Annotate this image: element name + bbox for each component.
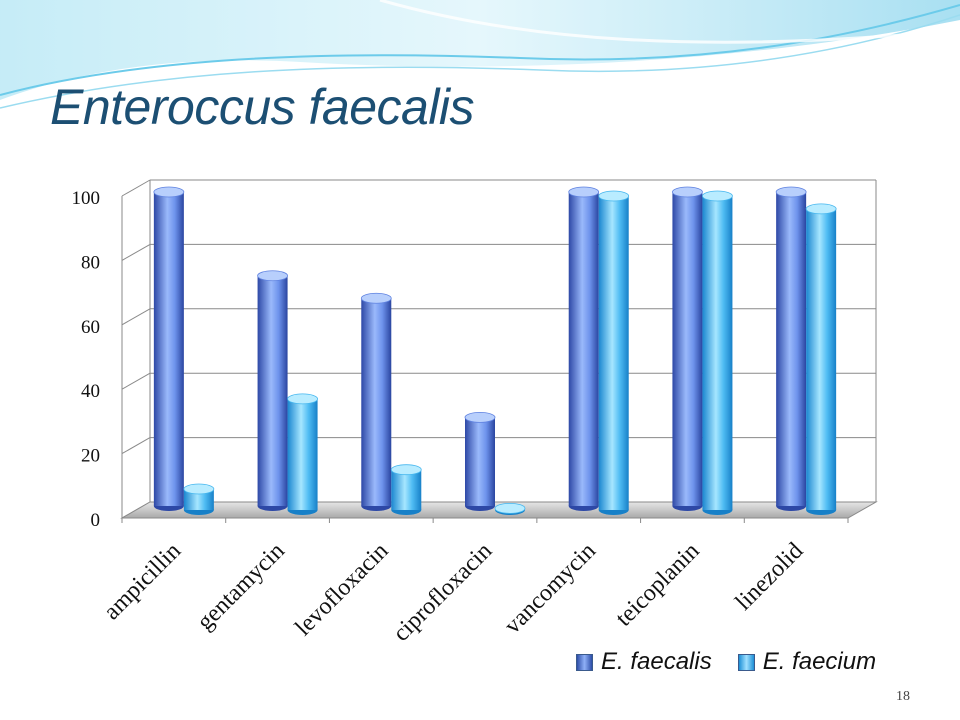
y-tick-label: 100: [72, 188, 101, 209]
x-category-label: ampicillin: [99, 538, 186, 625]
legend-label-faecalis: E. faecalis: [601, 648, 712, 675]
bar-top: [360, 292, 392, 304]
series-1-swatch: [576, 653, 593, 671]
header-swoosh-decoration: [0, 0, 960, 109]
gridline-depth: [121, 372, 151, 390]
y-tick-label: 40: [81, 381, 100, 402]
page-number: 18: [896, 689, 910, 704]
bar-faecium: [702, 190, 733, 515]
bar-faecium: [390, 464, 422, 515]
x-category-label: linezolid: [731, 538, 809, 616]
bar-top: [598, 190, 630, 202]
legend-label-faecium: E. faecium: [762, 648, 877, 675]
bar-body: [568, 192, 599, 506]
x-category-label: ciprofloxacin: [388, 538, 497, 647]
bar-top: [568, 186, 600, 198]
y-tick-label: 80: [81, 252, 100, 273]
bar-faecalis: [464, 411, 496, 511]
gridline-depth: [121, 308, 151, 326]
bar-top: [464, 411, 496, 423]
bar-body: [287, 398, 318, 510]
bar-top: [287, 393, 318, 405]
bar-top: [494, 502, 526, 514]
x-category-label: levofloxacin: [290, 538, 393, 641]
bar-top: [153, 186, 185, 198]
bar-body: [672, 192, 703, 506]
bar-faecalis: [672, 186, 703, 511]
bar-faecium: [287, 393, 318, 515]
x-category-label: gentamycin: [192, 538, 290, 636]
bar-body: [257, 275, 288, 506]
bar-body: [702, 196, 733, 510]
y-tick-label: 20: [81, 446, 100, 467]
bar-body: [183, 489, 214, 510]
bar-faecalis: [153, 186, 185, 511]
bar-top: [805, 203, 837, 215]
y-tick-label: 60: [81, 317, 100, 338]
legend-item-faecalis: E. faecalis: [576, 648, 712, 676]
bar-faecium: [805, 203, 837, 515]
bar-top: [702, 190, 733, 202]
bar-body: [465, 417, 495, 506]
chart-legend: E. faecalis E. faecium: [576, 648, 902, 676]
bar-body: [806, 208, 837, 510]
bar-body: [598, 196, 629, 510]
gridline-depth: [121, 243, 151, 261]
bar-body: [776, 192, 807, 506]
bar-faecium: [494, 502, 526, 515]
bar-faecium: [598, 190, 630, 515]
x-category-label: vancomycin: [500, 538, 601, 639]
bar-top: [183, 483, 215, 495]
bar-body: [361, 298, 392, 506]
bar-body: [391, 469, 422, 510]
bar-faecalis: [568, 186, 600, 511]
series-2-swatch: [737, 653, 755, 671]
gridline-depth: [121, 179, 151, 197]
bar-body: [153, 192, 184, 506]
gridline-depth: [121, 437, 151, 455]
bar-top: [775, 186, 807, 198]
legend-item-faecium: E. faecium: [737, 648, 877, 676]
y-tick-label: 0: [91, 510, 101, 531]
x-category-label: teicoplanin: [611, 538, 705, 632]
bar-faecalis: [257, 270, 288, 511]
bar-faecium: [183, 483, 215, 515]
bar-faecalis: [360, 292, 392, 511]
bar-top: [672, 186, 703, 198]
bar-faecalis: [775, 186, 807, 511]
bar-top: [390, 464, 422, 476]
slide-title: Enteroccus faecalis: [50, 79, 475, 135]
bar-top: [257, 270, 288, 282]
